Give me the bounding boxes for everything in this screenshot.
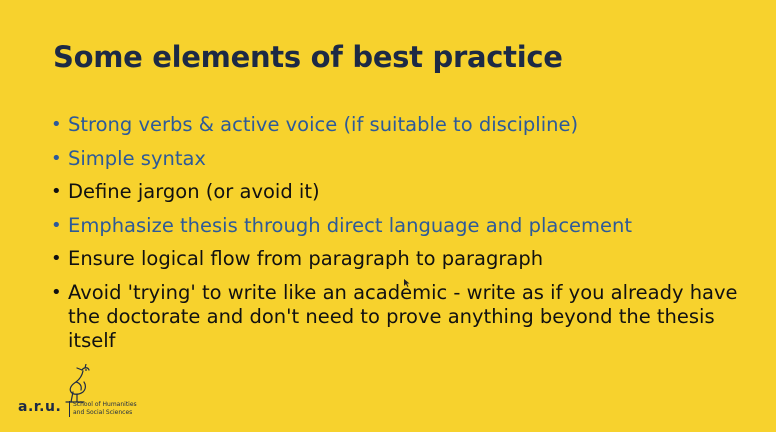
- bullet-item: • Simple syntax: [51, 147, 751, 171]
- bullet-text: Emphasize thesis through direct language…: [68, 213, 633, 237]
- bullet-dot-icon: •: [51, 147, 62, 169]
- bullet-text: Avoid 'trying' to write like an academic…: [68, 280, 738, 352]
- bullet-dot-icon: •: [51, 181, 62, 202]
- bullet-item: • Avoid 'trying' to write like an academ…: [51, 281, 751, 353]
- logo-wordmark: a.r.u.: [18, 399, 62, 415]
- mouse-pointer-icon: [404, 279, 410, 287]
- bullet-list: • Strong verbs & active voice (if suitab…: [51, 113, 751, 362]
- heron-icon: [65, 364, 90, 403]
- bullet-item: • Strong verbs & active voice (if suitab…: [51, 113, 751, 137]
- bullet-item: • Define jargon (or avoid it): [51, 180, 751, 204]
- bullet-text: Simple syntax: [68, 146, 206, 170]
- bullet-text: Define jargon (or avoid it): [68, 180, 320, 203]
- logo-school-name: School of Humanities and Social Sciences: [73, 401, 137, 416]
- bullet-dot-icon: •: [51, 214, 62, 236]
- slide-title: Some elements of best practice: [53, 40, 563, 74]
- bullet-text: Strong verbs & active voice (if suitable…: [68, 113, 579, 136]
- logo-divider: [69, 401, 70, 417]
- bullet-item: • Ensure logical flow from paragraph to …: [51, 247, 751, 271]
- bullet-dot-icon: •: [51, 281, 62, 303]
- bullet-dot-icon: •: [51, 114, 62, 135]
- bullet-item: • Emphasize thesis through direct langua…: [51, 214, 751, 238]
- bullet-text: Ensure logical flow from paragraph to pa…: [68, 247, 544, 270]
- bullet-dot-icon: •: [51, 248, 62, 269]
- aru-logo: a.r.u. School of Humanities and Social S…: [18, 364, 158, 422]
